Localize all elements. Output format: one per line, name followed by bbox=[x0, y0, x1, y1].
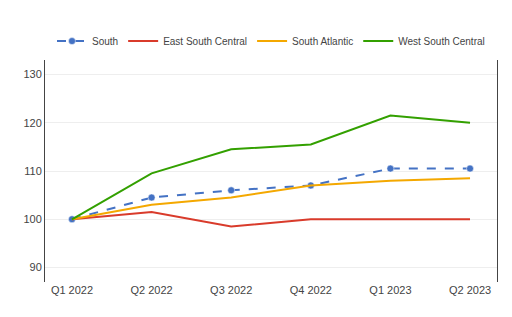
svg-text:West South Central: West South Central bbox=[398, 36, 485, 47]
svg-text:East South Central: East South Central bbox=[163, 36, 247, 47]
svg-text:110: 110 bbox=[24, 165, 42, 177]
svg-text:130: 130 bbox=[23, 68, 41, 80]
svg-text:120: 120 bbox=[23, 117, 41, 129]
svg-text:South Atlantic: South Atlantic bbox=[292, 36, 353, 47]
svg-text:South: South bbox=[92, 36, 118, 47]
svg-text:90: 90 bbox=[30, 261, 42, 273]
svg-text:Q1 2022: Q1 2022 bbox=[51, 284, 93, 296]
svg-text:Q4 2022: Q4 2022 bbox=[290, 284, 332, 296]
svg-text:Q1 2023: Q1 2023 bbox=[369, 284, 411, 296]
svg-text:Q3 2022: Q3 2022 bbox=[210, 284, 252, 296]
svg-text:100: 100 bbox=[23, 213, 41, 225]
svg-text:Q2 2023: Q2 2023 bbox=[449, 284, 491, 296]
svg-text:Q2 2022: Q2 2022 bbox=[130, 284, 172, 296]
